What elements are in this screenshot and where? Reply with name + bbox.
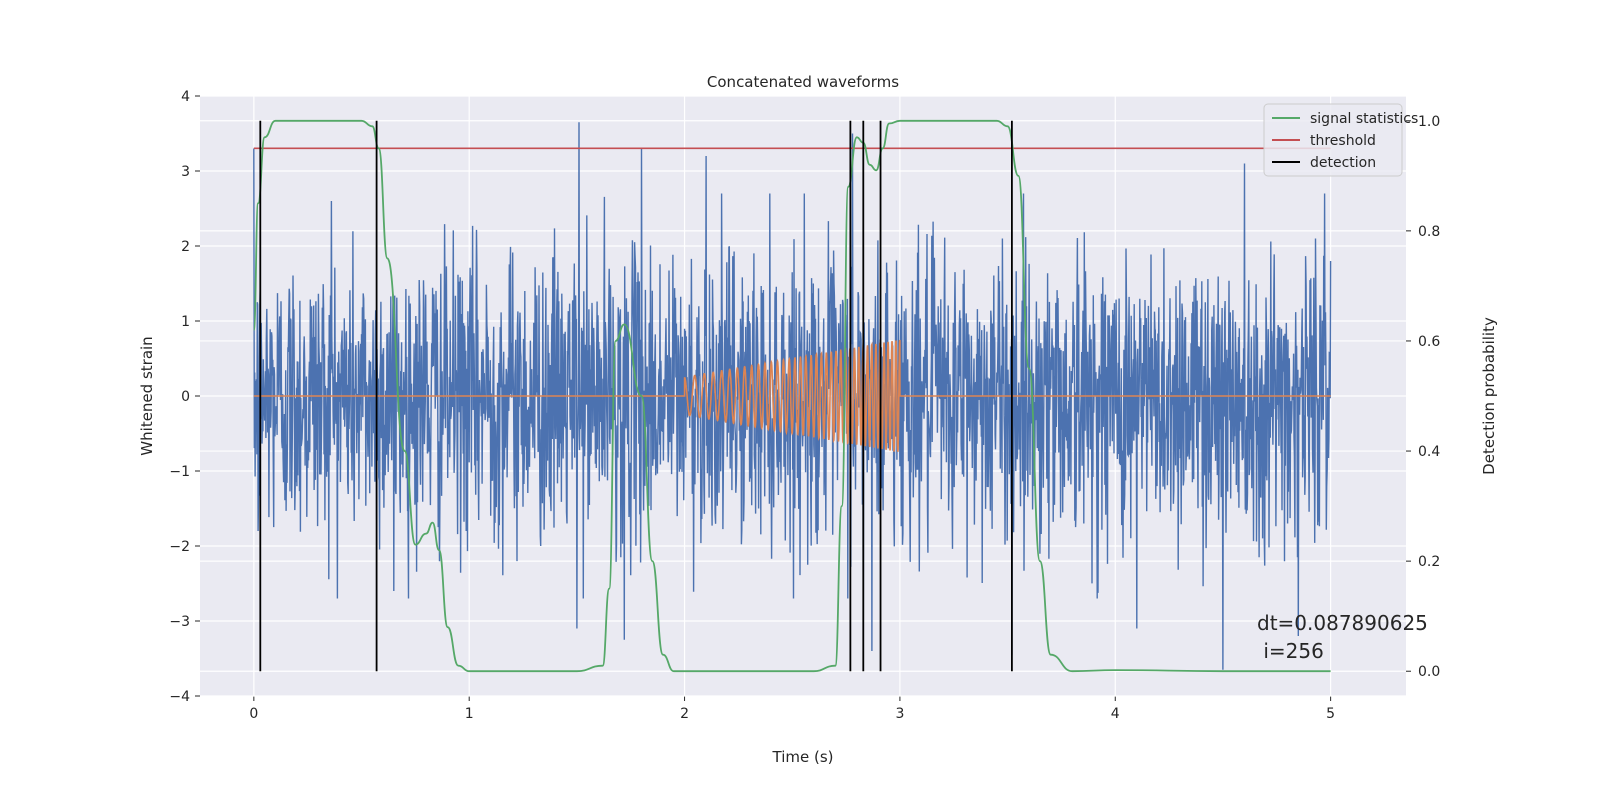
- y-left-tick-label: −1: [169, 464, 190, 480]
- plot-area: 0 1 2 3 4 5 −4 −3 −2 −1 0 1 2 3 4 0.0 0.2 0.4 0.6 0.8 1.0: [169, 89, 1440, 722]
- x-tick-label: 1: [465, 706, 474, 722]
- legend-box: [1263, 103, 1403, 177]
- x-tick-label: 5: [1326, 706, 1335, 722]
- x-tick-label: 2: [680, 706, 689, 722]
- y-right-tick-label: 0.8: [1418, 224, 1440, 240]
- x-tick-label: 3: [895, 706, 904, 722]
- y-right-tick-label: 1.0: [1418, 114, 1440, 130]
- x-tick-label: 4: [1111, 706, 1120, 722]
- y-left-tick-label: −2: [169, 539, 190, 555]
- chart-title: Concatenated waveforms: [707, 73, 899, 91]
- y-right-tick-label: 0.0: [1418, 664, 1440, 680]
- annotation-i: i=256: [1257, 639, 1324, 663]
- legend-label: signal statistics: [1310, 111, 1418, 127]
- y-left-tick-label: 2: [181, 239, 190, 255]
- y-right-tick-label: 0.4: [1418, 444, 1440, 460]
- legend-label: threshold: [1310, 133, 1376, 149]
- x-tick-label: 0: [249, 706, 258, 722]
- template-series-line: [253, 339, 1331, 452]
- y-left-tick-label: 4: [181, 89, 190, 105]
- y-axis-right-label: Detection probability: [1480, 317, 1498, 475]
- y-left-tick-label: 3: [181, 164, 190, 180]
- y-left-tick-label: 0: [181, 389, 190, 405]
- strain-series-line: [253, 122, 1332, 670]
- y-right-tick-label: 0.6: [1418, 334, 1440, 350]
- legend-label: detection: [1310, 155, 1376, 171]
- y-left-tick-label: 1: [181, 314, 190, 330]
- legend: signal statistics threshold detection: [1263, 103, 1418, 177]
- annotation-dt: dt=0.087890625: [1257, 611, 1428, 635]
- signal-statistics-line: [252, 119, 1331, 673]
- y-right-tick-label: 0.2: [1418, 554, 1440, 570]
- x-axis-label: Time (s): [772, 748, 834, 766]
- y-left-tick-label: −4: [169, 689, 190, 705]
- y-left-tick-label: −3: [169, 614, 190, 630]
- y-axis-left-label: Whitened strain: [138, 336, 156, 455]
